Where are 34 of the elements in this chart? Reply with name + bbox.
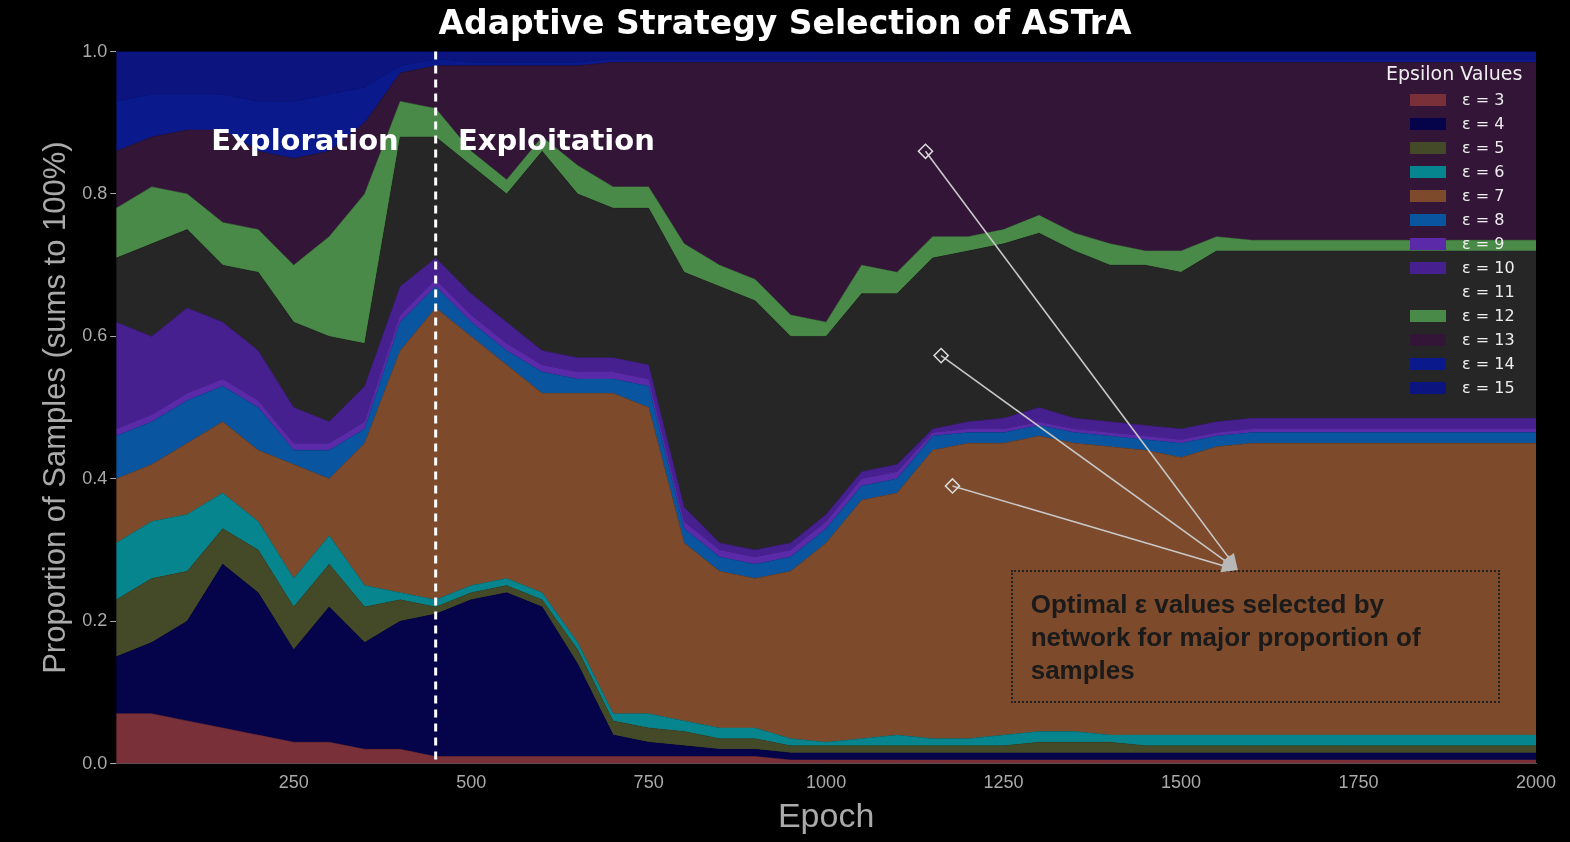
legend-label: ε = 14 [1462,354,1515,374]
x-tick-label: 2000 [1515,772,1557,793]
y-tick-label: 0.0 [82,752,108,773]
y-tick-label: 0.8 [82,182,108,203]
annotation: Exploration [211,122,399,157]
series-label: ε = 11 [1462,282,1515,302]
x-tick-label: 500 [456,772,487,793]
y-tick-label: 1.0 [82,40,108,61]
legend-label: ε = 3 [1462,90,1505,110]
legend-label: ε = 4 [1462,114,1505,134]
legend-label: ε = 12 [1462,306,1515,326]
legend-label: ε = 8 [1462,210,1505,230]
legend-label: ε = 7 [1462,186,1505,206]
legend-label: ε = 13 [1462,330,1515,350]
y-tick-label: 0.6 [82,325,108,346]
legend-label: ε = 5 [1462,138,1505,158]
x-tick-label: 1000 [806,772,847,793]
legend-label: ε = 6 [1462,162,1505,182]
legend-label: ε = 15 [1462,378,1515,398]
legend-label: ε = 9 [1462,234,1505,254]
x-tick-label: 750 [633,772,664,793]
chart-title: Adaptive Strategy Selection of ASTrA [438,3,1132,43]
annotation: Exploitation [457,122,655,157]
legend-title: Epsilon Values [1386,61,1523,84]
x-tick-label: 1750 [1338,772,1379,793]
y-tick-label: 0.2 [82,610,108,631]
x-tick-label: 250 [278,772,309,793]
annotation: Optimal ε values selected by network for major proportion of samples [1010,569,1501,704]
x-tick-label: 1500 [1161,772,1202,793]
x-axis-title: Epoch [777,795,875,834]
y-tick-label: 0.4 [82,467,108,488]
y-axis-title: Proportion of Samples (sums to 100%) [37,141,73,674]
legend-label: ε = 10 [1462,258,1515,278]
x-tick-label: 1250 [983,772,1024,793]
